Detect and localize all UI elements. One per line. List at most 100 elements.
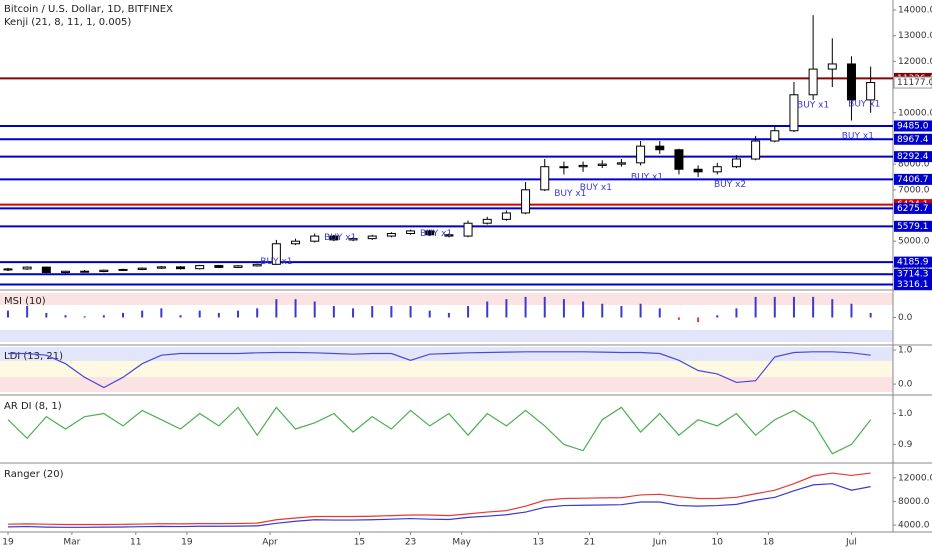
x-tick-label: 19	[2, 538, 14, 548]
indicator-line	[7, 406, 872, 455]
buy-signal: BUY x1	[260, 257, 292, 267]
indicator-line	[7, 472, 871, 526]
x-tick-label: Mar	[63, 538, 80, 548]
level-label: 8967.4	[897, 135, 929, 145]
bar	[294, 299, 297, 318]
bar	[6, 310, 9, 318]
ldi-low-zone	[0, 377, 893, 392]
candle-body	[22, 266, 32, 270]
panel-title: MSI (10)	[4, 296, 46, 307]
candle-body	[731, 158, 741, 168]
candle-body	[616, 162, 626, 165]
bar	[505, 299, 508, 318]
x-tick-label: 18	[763, 538, 775, 548]
indicator-line	[7, 483, 871, 528]
bar	[543, 296, 546, 318]
candle-body	[80, 270, 90, 273]
last-price-label: 11177.0	[897, 78, 932, 88]
buy-signal: BUY x1	[842, 131, 874, 141]
buy-signal: BUY x1	[797, 101, 829, 111]
bar	[45, 312, 48, 318]
candle-body	[310, 235, 320, 242]
y-tick-label: 0.0	[898, 313, 913, 323]
bar	[313, 301, 316, 318]
chart-title: Bitcoin / U.S. Dollar, 1D, BITFINEX	[4, 4, 173, 15]
candle-body	[137, 267, 147, 270]
level-tag	[894, 173, 932, 185]
candle-body	[636, 145, 646, 164]
indicator-line	[7, 351, 871, 389]
y-tick-label: 8000.0	[898, 160, 930, 170]
candle-body	[386, 232, 396, 237]
buy-signal: BUY x1	[554, 189, 586, 199]
bar	[677, 317, 680, 320]
level-tag	[894, 133, 932, 145]
level-tag	[894, 268, 932, 280]
candle-body	[674, 149, 684, 170]
candle-body	[348, 238, 358, 241]
candle-body	[367, 235, 377, 240]
panel-title: Ranger (20)	[4, 469, 64, 480]
candle-body	[291, 240, 301, 245]
candle-body	[444, 234, 454, 237]
bar	[428, 310, 431, 318]
candle-body	[827, 63, 837, 70]
last-price-tag	[893, 76, 932, 89]
x-tick-label: 23	[405, 538, 416, 548]
candle-body	[60, 270, 70, 274]
candle-body	[866, 82, 876, 101]
y-tick-label: 10000.0	[898, 108, 932, 118]
bar	[639, 303, 642, 318]
panel-borders	[0, 0, 932, 533]
candle-body	[252, 263, 262, 267]
buy-signal: BUY x1	[631, 172, 663, 182]
panel-title: LDI (13, 21)	[4, 351, 63, 362]
bar	[869, 312, 872, 318]
candle-body	[501, 212, 511, 220]
candle-body	[693, 168, 703, 173]
x-tick-label: May	[452, 538, 471, 548]
level-label: 4185.9	[897, 258, 929, 268]
candle-body	[578, 164, 588, 168]
bar	[812, 296, 815, 318]
candle-body	[329, 235, 339, 241]
bar	[371, 306, 374, 318]
bar	[850, 303, 853, 318]
y-tick-label: 12000.0	[898, 57, 932, 67]
y-tick-label: 1.0	[898, 346, 913, 356]
bar	[256, 308, 259, 318]
level-label: 8292.4	[897, 152, 929, 162]
bar	[390, 306, 393, 318]
bar	[735, 308, 738, 318]
bar	[141, 310, 144, 318]
level-label: 3714.3	[897, 270, 929, 280]
level-tag	[894, 202, 932, 214]
candle-body	[789, 94, 799, 132]
candle-body	[597, 163, 607, 166]
bar	[486, 301, 489, 318]
y-tick-label: 0.0	[898, 380, 913, 390]
y-tick-label: 4000.0	[898, 521, 930, 531]
buy-signal: BUY x1	[848, 99, 880, 109]
y-tick-label: 13000.0	[898, 31, 932, 41]
bar	[447, 312, 450, 318]
y-tick-label: 7000.0	[898, 185, 930, 195]
candle-body	[195, 265, 205, 270]
candle-body	[770, 130, 780, 142]
candle-body	[655, 145, 665, 151]
y-tick-label: 0.9	[898, 440, 913, 450]
candle-body	[99, 269, 109, 273]
candle-body	[176, 266, 186, 270]
msi-high-zone	[0, 293, 893, 305]
buy-signal: BUY x1	[324, 233, 356, 243]
bar	[102, 315, 105, 318]
level-tag	[894, 256, 932, 268]
level-tag	[894, 220, 932, 232]
bar	[620, 306, 623, 318]
candle-body	[540, 166, 550, 191]
bar	[716, 315, 719, 318]
panel-title: AR DI (8, 1)	[4, 401, 62, 412]
y-tick-label: 5000.0	[898, 237, 930, 247]
bar	[754, 296, 757, 318]
